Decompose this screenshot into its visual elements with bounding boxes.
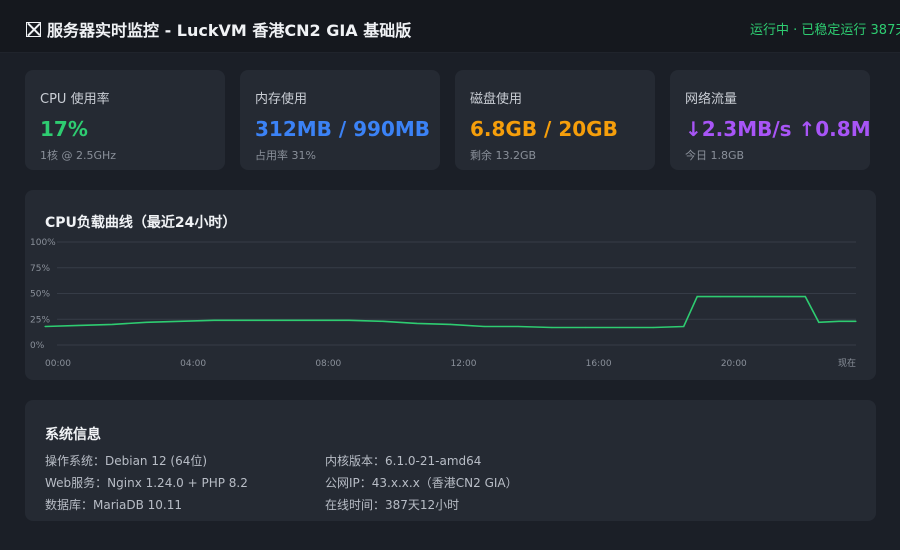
top-bar: 服务器实时监控 - LuckVM 香港CN2 GIA 基础版 运行中 · 已稳定… bbox=[0, 0, 900, 53]
data-point bbox=[111, 323, 114, 325]
data-point bbox=[44, 325, 46, 328]
disk-card: 磁盘使用 6.8GB / 20GB 剩余 13.2GB bbox=[455, 70, 655, 170]
data-point bbox=[696, 295, 698, 298]
data-point bbox=[652, 326, 654, 329]
data-point bbox=[720, 295, 722, 298]
cpu-sub: 1核 @ 2.5GHz bbox=[40, 149, 117, 162]
x-tick-label: 16:00 bbox=[586, 359, 612, 369]
disk-sub: 剩余 13.2GB bbox=[470, 149, 537, 162]
broken-image-icon bbox=[26, 22, 41, 37]
x-tick-label: 20:00 bbox=[721, 359, 747, 369]
web-info: Web服务：Nginx 1.24.0 + PHP 8.2 bbox=[45, 476, 248, 490]
y-tick-label: 25% bbox=[30, 315, 50, 325]
kernel-info: 内核版本：6.1.0-21-amd64 bbox=[325, 454, 482, 468]
data-point bbox=[551, 326, 553, 329]
db-info: 数据库：MariaDB 10.11 bbox=[45, 498, 182, 512]
cpu-label: CPU 使用率 bbox=[40, 92, 110, 107]
data-point bbox=[517, 325, 519, 328]
data-point bbox=[838, 320, 840, 322]
app-title: 服务器实时监控 - LuckVM 香港CN2 GIA 基础版 bbox=[26, 17, 411, 41]
data-point bbox=[449, 323, 452, 325]
x-tick-label: 12:00 bbox=[451, 359, 477, 369]
data-point bbox=[179, 320, 181, 322]
data-point bbox=[754, 295, 756, 298]
y-tick-label: 100% bbox=[30, 238, 56, 248]
data-point bbox=[247, 319, 249, 321]
network-label: 网络流量 bbox=[685, 92, 738, 107]
cpu-card: CPU 使用率 17% 1核 @ 2.5GHz bbox=[25, 70, 225, 170]
memory-value: 312MB / 990MB bbox=[255, 117, 431, 141]
uptime-info: 在线时间：387天12小时 bbox=[325, 498, 460, 512]
data-point bbox=[787, 295, 790, 298]
x-tick-label: 00:00 bbox=[45, 359, 71, 369]
chart-title: CPU负载曲线（最近24小时） bbox=[45, 215, 237, 231]
memory-label: 内存使用 bbox=[255, 92, 308, 107]
data-point bbox=[618, 326, 621, 329]
data-point bbox=[213, 319, 215, 321]
cpu-load-line bbox=[44, 295, 856, 329]
data-point bbox=[348, 319, 350, 321]
y-tick-label: 50% bbox=[30, 290, 50, 300]
data-point bbox=[416, 322, 418, 324]
data-point bbox=[804, 295, 806, 298]
ip-info: 公网IP：43.x.x.x（香港CN2 GIA） bbox=[325, 476, 518, 490]
disk-label: 磁盘使用 bbox=[470, 92, 523, 107]
memory-sub: 占用率 31% bbox=[255, 149, 316, 162]
cpu-load-chart: 100% 75% 50% 25% 0%00:00 04:00 08:00 12:00 16:00… bbox=[30, 238, 857, 369]
data-point bbox=[818, 321, 820, 323]
cpu-value: 17% bbox=[40, 117, 88, 141]
data-point bbox=[314, 319, 316, 321]
cpu-chart-panel: CPU负载曲线（最近24小时） 100% 75% 50% 25% 0% 00:00 04:0… bbox=[25, 190, 876, 380]
data-point bbox=[585, 326, 587, 329]
y-tick-label: 0% bbox=[30, 341, 45, 351]
os-info: 操作系统：Debian 12 (64位) bbox=[45, 454, 208, 468]
data-point bbox=[683, 325, 685, 328]
x-tick-label: 08:00 bbox=[315, 359, 341, 369]
data-point bbox=[78, 324, 80, 327]
data-point bbox=[382, 320, 384, 322]
data-point bbox=[145, 321, 147, 323]
data-point bbox=[280, 319, 283, 321]
system-info-panel: 系统信息 操作系统：Debian 12 (64位) Web服务：Nginx 1.… bbox=[25, 400, 876, 521]
disk-value: 6.8GB / 20GB bbox=[470, 117, 618, 141]
data-point bbox=[483, 325, 485, 328]
network-sub: 今日 1.8GB bbox=[685, 149, 745, 162]
y-tick-label: 75% bbox=[30, 264, 50, 274]
memory-card: 内存使用 312MB / 990MB 占用率 31% bbox=[240, 70, 440, 170]
app-title-text: 服务器实时监控 - LuckVM 香港CN2 GIA 基础版 bbox=[47, 21, 412, 40]
network-value: ↓2.3MB/s ↑0.8MB/s bbox=[685, 117, 870, 141]
data-point bbox=[855, 320, 857, 322]
status-text: 运行中 · 已稳定运行 387天 bbox=[750, 23, 900, 38]
x-tick-label: 现在 bbox=[838, 357, 856, 369]
system-info-title: 系统信息 bbox=[45, 427, 101, 443]
network-card: 网络流量 ↓2.3MB/s ↑0.8MB/s 今日 1.8GB bbox=[670, 70, 870, 170]
x-tick-label: 04:00 bbox=[180, 359, 206, 369]
